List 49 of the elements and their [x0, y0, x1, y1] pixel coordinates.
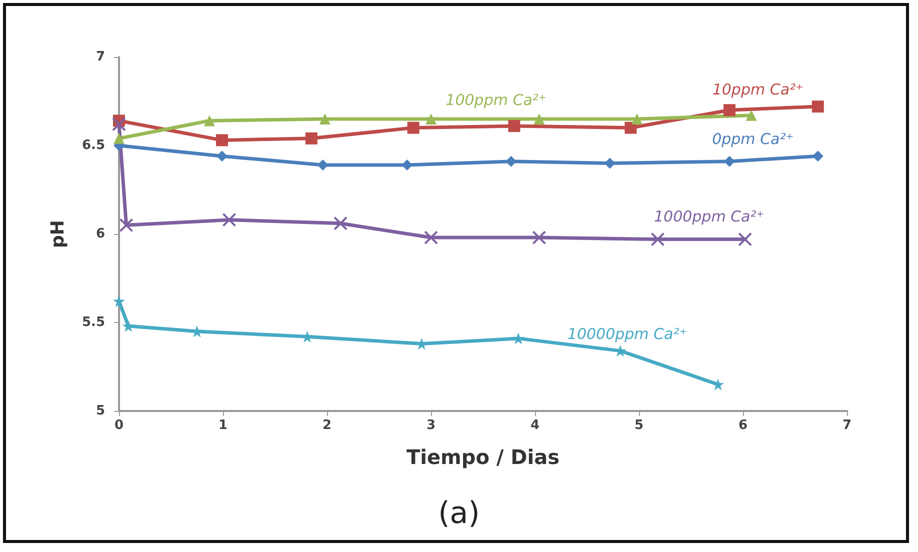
text: (a): [437, 496, 481, 531]
point: [305, 132, 318, 144]
y-tick-label: 5.5: [82, 315, 105, 330]
point: [424, 230, 438, 245]
point: [114, 132, 124, 144]
y-axis-title: pH: [48, 220, 68, 248]
series-label: 10ppm Ca²⁺: [712, 80, 804, 99]
point: [216, 134, 228, 146]
point: [334, 216, 348, 230]
point: [112, 117, 126, 132]
x-tick-label: 4: [530, 418, 540, 433]
y-tick-label: 5: [96, 404, 105, 418]
point: [508, 120, 520, 132]
x-tick-label: 3: [426, 418, 436, 433]
point: [204, 115, 215, 126]
point: [119, 218, 134, 232]
x-tick-label: 0: [114, 418, 124, 433]
series-label: 10000ppm Ca²⁺: [567, 324, 688, 343]
series-label: 0ppm Ca²⁺: [712, 130, 794, 148]
x-tick-label: 1: [218, 418, 228, 433]
point: [317, 159, 328, 170]
point: [746, 110, 757, 121]
series-label: 1000ppm Ca²⁺: [654, 207, 764, 226]
point: [624, 122, 637, 134]
point: [604, 158, 616, 169]
point: [222, 212, 236, 227]
y-tick-label: 7: [96, 50, 105, 64]
point: [122, 320, 134, 332]
series-label: 100ppm Ca²⁺: [446, 90, 546, 109]
point: [631, 113, 642, 124]
point: [738, 232, 752, 246]
point: [532, 230, 546, 245]
point: [319, 113, 330, 124]
point: [534, 113, 545, 124]
x-tick-label: 6: [738, 418, 748, 433]
point: [426, 113, 436, 124]
x-axis-title: Tiempo / Dias: [406, 445, 560, 469]
point: [216, 150, 228, 162]
point: [812, 150, 824, 162]
y-tick-label: 6: [96, 226, 105, 242]
y-tick-label: 6.5: [82, 138, 105, 153]
x-tick-label: 5: [634, 418, 644, 433]
x-tick-label: 7: [842, 418, 852, 433]
x-tick-label: 2: [322, 418, 332, 433]
point: [650, 232, 665, 246]
point: [723, 104, 736, 116]
point: [407, 122, 420, 134]
point: [812, 100, 824, 113]
point: [113, 295, 125, 308]
